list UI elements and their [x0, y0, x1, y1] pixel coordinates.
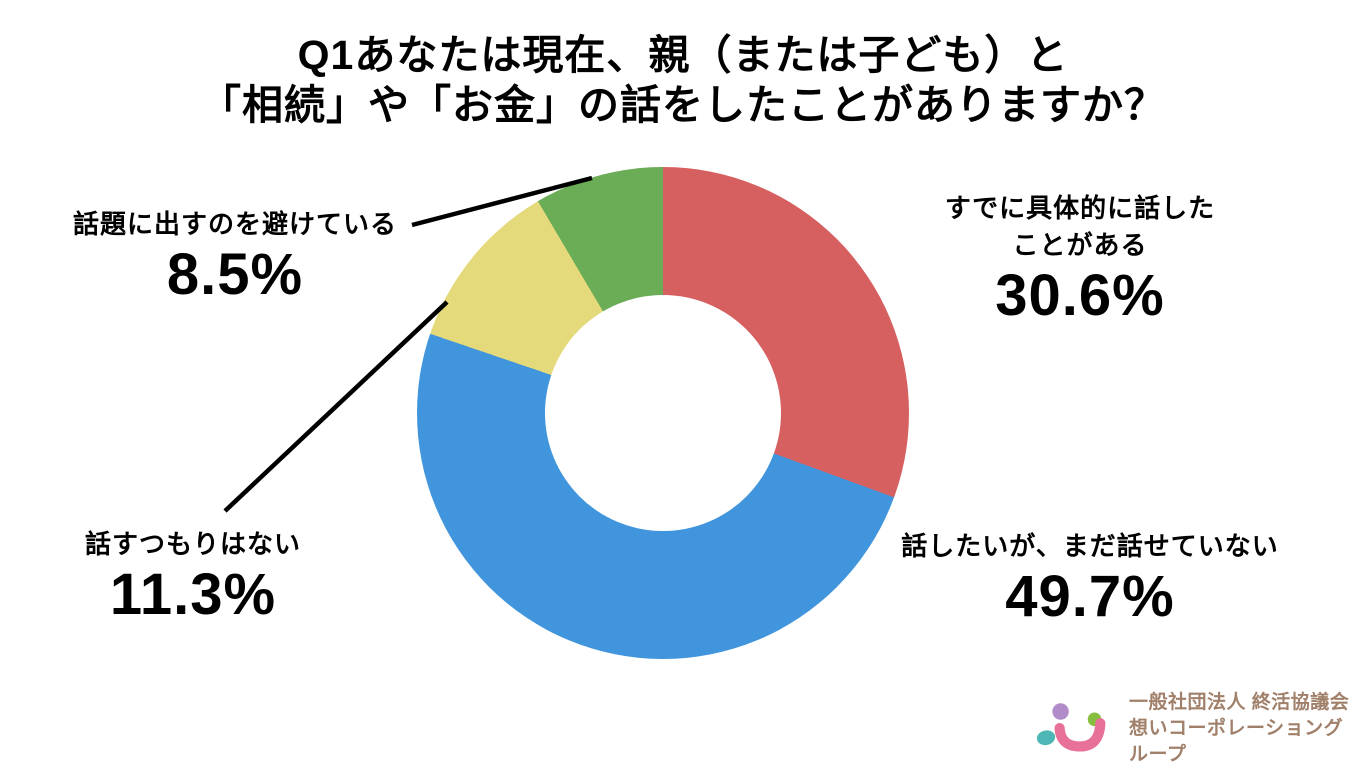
callout-already-label-line1: すでに具体的に話した — [944, 193, 1216, 223]
callout-no-intention: 話すつもりはない 11.3% — [40, 526, 346, 627]
company-logo-text: 一般社団法人 終活協議会 想いコーポレーショングループ — [1129, 690, 1353, 768]
callout-no-intent-percent: 11.3% — [109, 562, 277, 627]
callout-already-talked: すでに具体的に話した ことがある 30.6% — [922, 190, 1238, 328]
company-logo: 一般社団法人 終活協議会 想いコーポレーショングループ — [1033, 692, 1353, 765]
callout-avoiding-topic: 話題に出すのを避けている 8.5% — [55, 206, 415, 307]
company-logo-text-line1: 一般社団法人 終活協議会 — [1129, 692, 1350, 713]
company-logo-text-line2: 想いコーポレーショングループ — [1129, 718, 1344, 765]
callout-want-percent: 49.7% — [1005, 564, 1175, 629]
chart-title-line2: 「相続」や「お金」の話をしたことがありますか？ — [200, 82, 1166, 128]
chart-title: Q1あなたは現在、親（または子ども）と 「相続」や「お金」の話をしたことがありま… — [0, 30, 1366, 130]
donut-chart — [417, 167, 909, 659]
callout-want-label: 話したいが、まだ話せていない — [901, 531, 1279, 561]
leader-line-no-intent — [223, 300, 449, 513]
donut-hole — [545, 295, 781, 531]
chart-title-line1: Q1あなたは現在、親（または子ども）と — [297, 32, 1069, 78]
callout-no-intent-label: 話すつもりはない — [84, 529, 301, 559]
callout-already-label-line2: ことがある — [1012, 230, 1148, 260]
company-logo-icon — [1036, 703, 1106, 752]
callout-want-to-talk: 話したいが、まだ話せていない 49.7% — [884, 528, 1296, 629]
callout-avoid-percent: 8.5% — [166, 242, 304, 307]
callout-avoid-label: 話題に出すのを避けている — [72, 209, 397, 239]
callout-already-percent: 30.6% — [995, 263, 1165, 328]
